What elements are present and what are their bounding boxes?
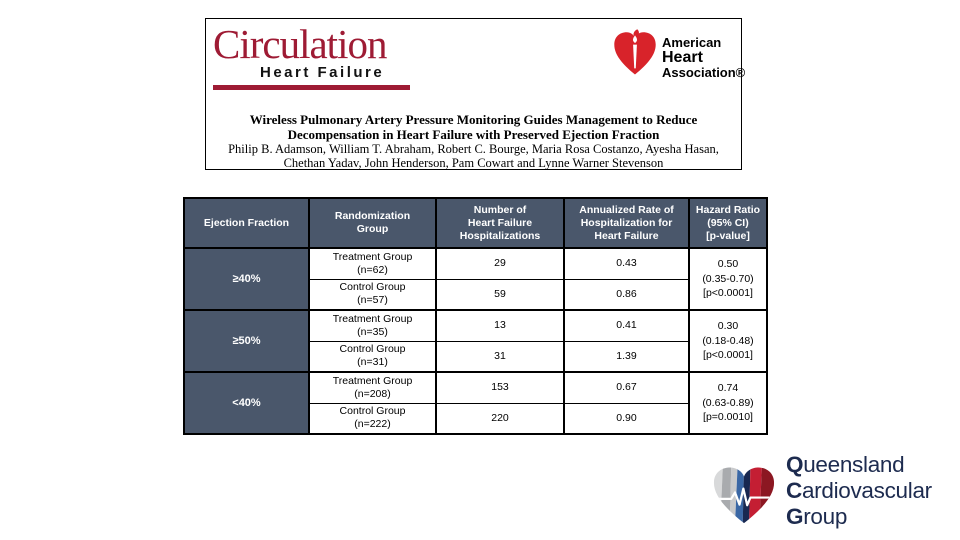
article-title-line: Wireless Pulmonary Artery Pressure Monit… [249, 112, 698, 127]
randomization-cell: Control Group (n=222) [308, 402, 437, 435]
aha-text-line: Association® [662, 65, 746, 80]
group-n: (n=35) [357, 325, 388, 338]
authors-line: Philip B. Adamson, William T. Abraham, R… [228, 142, 719, 156]
table-row: <40% Treatment Group (n=208) 153 0.67 0.… [183, 371, 768, 435]
group-n: (n=208) [354, 387, 391, 400]
annualized-rate-cell: 0.90 [563, 402, 690, 435]
group-n: (n=222) [354, 418, 391, 431]
aha-logo: American Heart Association® [612, 27, 745, 80]
group-name: Treatment Group [332, 250, 413, 263]
hospitalizations-cell: 220 [435, 402, 565, 435]
column-header-number-hospitalizations: Number of Heart Failure Hospitalizations [435, 197, 565, 249]
header-line: Heart Failure [594, 229, 659, 242]
group-name: Treatment Group [332, 312, 413, 325]
qcg-text-line: Group [786, 504, 848, 529]
hazard-ratio-value: 0.50 [717, 258, 739, 271]
header-line: Hospitalization for [580, 216, 673, 229]
article-title-authors: Wireless Pulmonary Artery Pressure Monit… [206, 112, 741, 170]
journal-title: Circulation [213, 21, 387, 67]
header-line: Heart Failure [467, 216, 533, 229]
journal-subtitle: Heart Failure [260, 64, 385, 81]
table-header-row: Ejection Fraction Randomization Group Nu… [183, 197, 768, 249]
hazard-ratio-p: [p<0.0001] [703, 287, 753, 300]
column-header-randomization-group: Randomization Group [308, 197, 437, 249]
table-row: Control Group (n=222) 220 0.90 [184, 402, 767, 435]
header-line: Group [356, 223, 389, 235]
hazard-ratio-value: 0.30 [717, 320, 739, 333]
results-table: Ejection Fraction Randomization Group Nu… [183, 197, 768, 435]
hazard-ratio-p: [p<0.0001] [703, 349, 753, 362]
group-name: Treatment Group [332, 374, 413, 387]
group-n: (n=31) [357, 356, 388, 369]
header-line: [p-value] [706, 229, 750, 242]
qcg-logo-text: Queensland Cardiovascular Group [786, 452, 932, 530]
qcg-text-line: Cardiovascular [786, 478, 932, 503]
header-line: Number of [473, 203, 527, 216]
maroon-rule [213, 85, 410, 90]
table-row: ≥50% Treatment Group (n=35) 13 0.41 0.30… [183, 309, 768, 373]
randomization-cell: Control Group (n=31) [308, 340, 437, 373]
aha-heart-torch-icon [612, 27, 658, 80]
table-row: Control Group (n=57) 59 0.86 [184, 278, 767, 311]
annualized-rate-cell: 0.67 [563, 371, 690, 404]
hazard-ratio-cell: 0.30 (0.18-0.48) [p<0.0001] [688, 309, 768, 373]
ejection-fraction-cell: ≥40% [183, 247, 310, 311]
hospitalizations-cell: 13 [435, 309, 565, 342]
aha-text-line: American [662, 35, 722, 50]
hazard-ratio-ci: (0.18-0.48) [702, 334, 754, 347]
hazard-ratio-cell: 0.74 (0.63-0.89) [p=0.0010] [688, 371, 768, 435]
aha-text-line: Heart [662, 49, 703, 66]
hazard-ratio-value: 0.74 [717, 382, 739, 395]
hazard-ratio-ci: (0.63-0.89) [702, 396, 754, 409]
annualized-rate-cell: 1.39 [563, 340, 690, 373]
header-line: Randomization [334, 210, 411, 222]
column-header-annualized-rate: Annualized Rate of Hospitalization for H… [563, 197, 690, 249]
header-line: Hospitalizations [459, 229, 541, 242]
annualized-rate-cell: 0.43 [563, 247, 690, 280]
group-n: (n=62) [357, 263, 388, 276]
annualized-rate-cell: 0.86 [563, 278, 690, 311]
hazard-ratio-ci: (0.35-0.70) [702, 272, 754, 285]
qcg-heart-ecg-icon [712, 452, 776, 532]
hospitalizations-cell: 29 [435, 247, 565, 280]
ejection-fraction-cell: <40% [183, 371, 310, 435]
group-name: Control Group [339, 281, 406, 294]
circulation-logo: Circulation Heart Failure [213, 23, 410, 90]
authors-line: Chethan Yadav, John Henderson, Pam Cowar… [283, 156, 664, 170]
header-line: Ejection Fraction [203, 216, 290, 229]
qcg-text-line: Queensland [786, 452, 905, 477]
group-name: Control Group [339, 405, 406, 418]
group-name: Control Group [339, 343, 406, 356]
annualized-rate-cell: 0.41 [563, 309, 690, 342]
column-header-ejection-fraction: Ejection Fraction [183, 197, 310, 249]
header-line: Annualized Rate of [579, 203, 674, 216]
randomization-cell: Treatment Group (n=35) [308, 309, 437, 342]
group-n: (n=57) [357, 294, 388, 307]
article-title-line: Decompensation in Heart Failure with Pre… [287, 127, 660, 142]
header-line: Hazard Ratio [695, 203, 761, 216]
qcg-logo: Queensland Cardiovascular Group [712, 452, 932, 532]
column-header-hazard-ratio: Hazard Ratio (95% CI) [p-value] [688, 197, 768, 249]
journal-header-box: Circulation Heart Failure American Heart… [205, 18, 745, 170]
hazard-ratio-cell: 0.50 (0.35-0.70) [p<0.0001] [688, 247, 768, 311]
hazard-ratio-p: [p=0.0010] [703, 411, 753, 424]
hospitalizations-cell: 31 [435, 340, 565, 373]
table-row: ≥40% Treatment Group (n=62) 29 0.43 0.50… [183, 247, 768, 311]
randomization-cell: Control Group (n=57) [308, 278, 437, 311]
randomization-cell: Treatment Group (n=62) [308, 247, 437, 280]
header-line: (95% CI) [707, 216, 749, 229]
table-row: Control Group (n=31) 31 1.39 [184, 340, 767, 373]
hospitalizations-cell: 59 [435, 278, 565, 311]
randomization-cell: Treatment Group (n=208) [308, 371, 437, 404]
hospitalizations-cell: 153 [435, 371, 565, 404]
aha-logo-text: American Heart Association® [662, 36, 745, 80]
ejection-fraction-cell: ≥50% [183, 309, 310, 373]
